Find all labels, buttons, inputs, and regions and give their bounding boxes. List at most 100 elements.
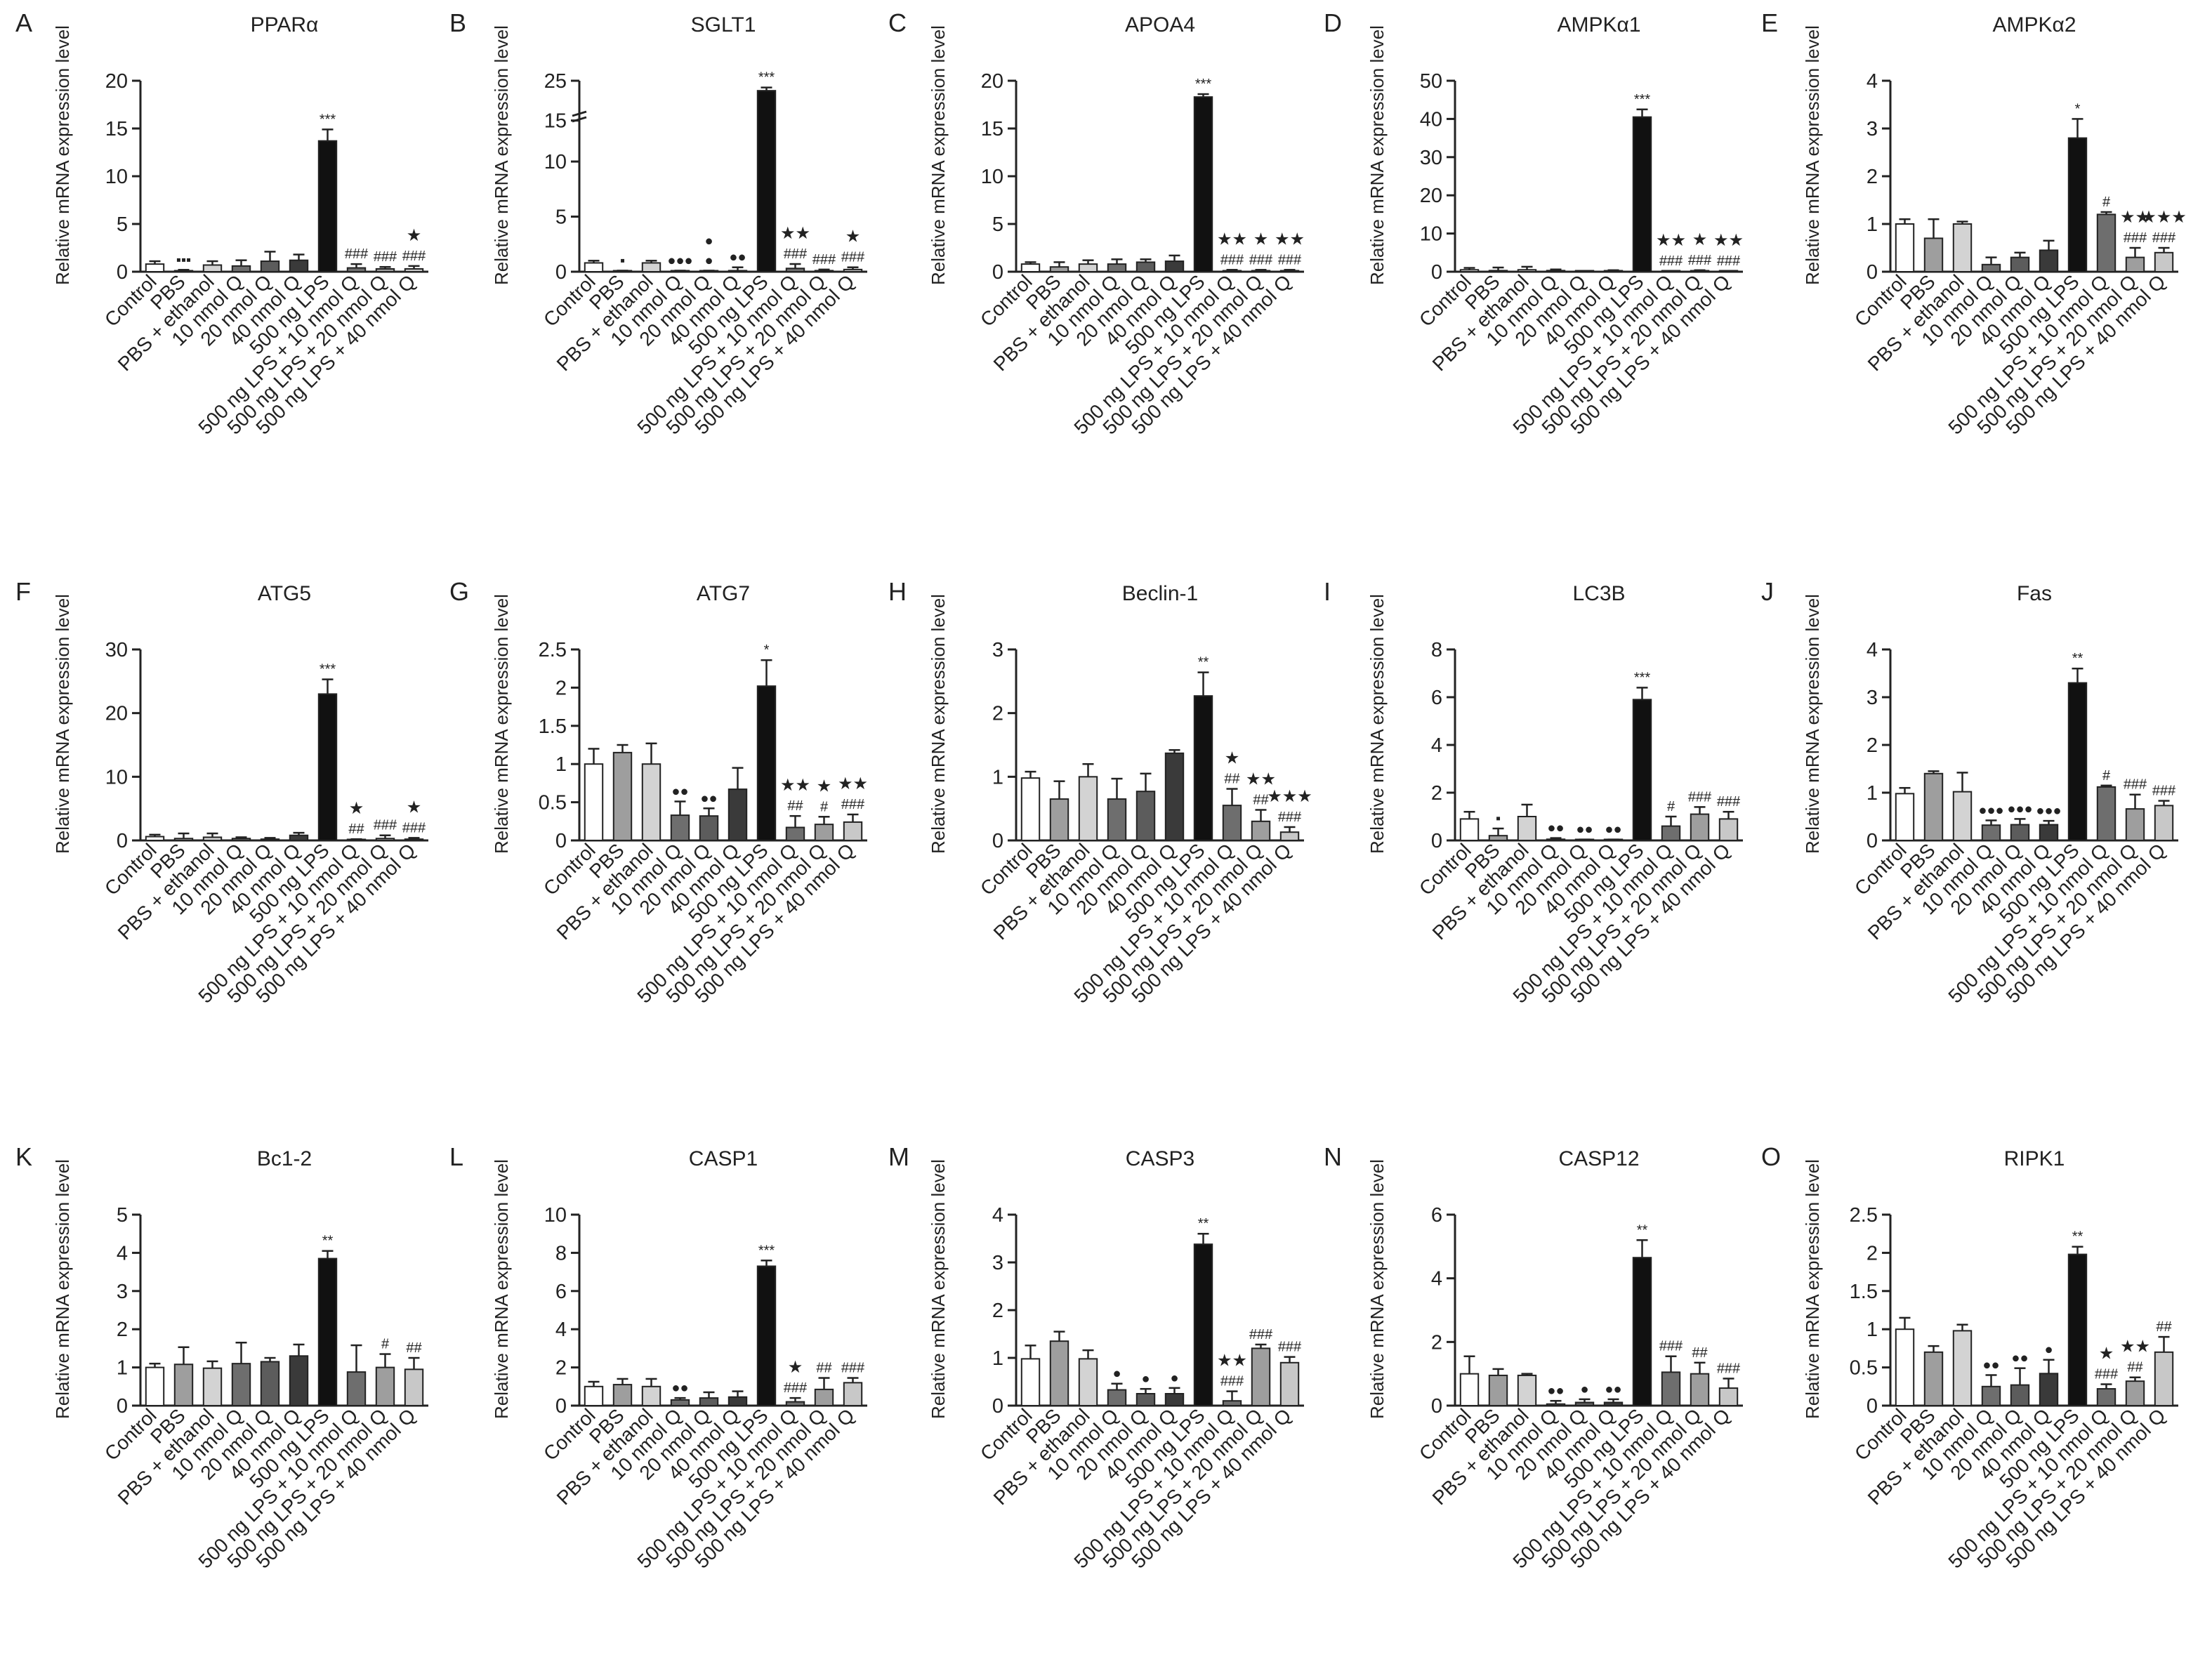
bar xyxy=(1517,816,1537,841)
bar xyxy=(1164,260,1185,273)
bar xyxy=(1488,1374,1508,1407)
bar xyxy=(756,685,777,841)
significance-label: ### xyxy=(1717,794,1741,810)
bar xyxy=(260,838,280,841)
bar xyxy=(1135,791,1156,841)
significance-label: ★ xyxy=(407,798,422,817)
significance-label: ## xyxy=(816,1361,832,1376)
significance-label: * xyxy=(764,642,770,658)
panel-letter: K xyxy=(15,1142,32,1171)
bar xyxy=(1164,1393,1185,1406)
bar xyxy=(289,834,309,842)
panel-d: D AMPKα1 Relative mRNA expression level 0 10… xyxy=(1324,8,1744,439)
significance-label: ### xyxy=(1659,253,1683,269)
bar xyxy=(1546,270,1566,273)
y-tick-label: 3 xyxy=(1867,687,1878,709)
panel-title: CASP1 xyxy=(689,1147,758,1170)
bar xyxy=(404,838,424,841)
panel-title: Bc1-2 xyxy=(257,1147,312,1170)
significance-label: ★★ xyxy=(1217,230,1247,249)
significance-label: ●● xyxy=(729,250,746,265)
bar xyxy=(317,693,338,842)
significance-label: ## xyxy=(2156,1319,2172,1335)
significance-label: ▪ xyxy=(1496,811,1501,826)
significance-label: ★★ xyxy=(1275,230,1305,249)
y-tick-label: 10 xyxy=(544,1204,567,1227)
significance-label: *** xyxy=(1634,92,1651,107)
y-tick-label: 0 xyxy=(1431,1395,1442,1418)
significance-label: ## xyxy=(348,821,364,837)
bar xyxy=(1488,835,1508,841)
bar xyxy=(641,763,661,841)
y-tick-label: 20 xyxy=(105,703,128,725)
bar xyxy=(843,1382,863,1406)
panel-letter: L xyxy=(449,1142,463,1171)
y-tick-label: 8 xyxy=(555,1242,567,1264)
significance-label: ### xyxy=(841,1361,865,1376)
y-tick-label: 1.5 xyxy=(539,715,567,738)
bar xyxy=(1632,116,1652,272)
bar xyxy=(2125,1380,2145,1406)
significance-label: ●● xyxy=(2011,1351,2028,1366)
bar xyxy=(2154,1351,2174,1406)
bar xyxy=(584,262,604,273)
y-tick-label: 1 xyxy=(117,1357,128,1380)
significance-label: ### xyxy=(374,249,397,265)
significance-label: ●●● xyxy=(1978,803,2003,818)
bar xyxy=(1459,818,1480,842)
panel-g: G ATG7 Relative mRNA expression level 0 0.5 1… xyxy=(449,577,868,1008)
y-tick-label: 40 xyxy=(1420,108,1442,131)
bar xyxy=(1517,269,1537,272)
bar xyxy=(375,268,395,273)
bar xyxy=(1517,1374,1537,1407)
bar xyxy=(145,836,165,842)
bar xyxy=(317,1257,338,1407)
significance-label: ### xyxy=(402,249,426,264)
significance-label: *** xyxy=(1634,670,1651,685)
y-axis-label: Relative mRNA expression level xyxy=(52,1159,73,1419)
significance-label: ▪ xyxy=(620,253,625,268)
axis-break-mark xyxy=(572,110,587,117)
panel-c: C APOA4 Relative mRNA expression level 0 5 10… xyxy=(888,8,1305,439)
y-tick-label: 6 xyxy=(1431,1204,1442,1227)
y-tick-label: 2 xyxy=(1431,782,1442,805)
bar xyxy=(1251,820,1271,842)
significance-label: ### xyxy=(1249,252,1273,268)
bar xyxy=(699,1397,719,1406)
y-tick-label: 2 xyxy=(992,1300,1003,1322)
bar xyxy=(202,836,223,842)
y-tick-label: 20 xyxy=(1420,185,1442,207)
bar xyxy=(2039,249,2059,272)
panel-e: E AMPKα2 Relative mRNA expression level 0 1 2… xyxy=(1761,8,2187,439)
significance-label: ●● xyxy=(1982,1357,1999,1373)
significance-label: ★ xyxy=(1692,230,1708,249)
significance-label: ### xyxy=(812,252,836,268)
y-tick-label: 0 xyxy=(992,261,1003,284)
panel-letter: H xyxy=(888,577,907,606)
significance-label: ** xyxy=(1637,1222,1648,1238)
bar xyxy=(2010,256,2030,273)
bar xyxy=(1279,270,1300,272)
significance-label: ●●● xyxy=(2036,803,2061,819)
significance-label: ### xyxy=(1659,1339,1683,1354)
significance-label: # xyxy=(381,1337,390,1352)
y-axis-label: Relative mRNA expression level xyxy=(491,1159,512,1419)
significance-label: ● xyxy=(1580,1382,1588,1397)
y-axis-label: Relative mRNA expression level xyxy=(1802,1159,1823,1419)
y-tick-label: 5 xyxy=(117,213,128,236)
y-tick-label: 0 xyxy=(1867,830,1878,852)
bar xyxy=(670,814,690,841)
bar xyxy=(1107,263,1127,272)
y-axis-label: Relative mRNA expression level xyxy=(1802,594,1823,854)
panel-o: O RIPK1 Relative mRNA expression level 0 0.5… xyxy=(1761,1142,2178,1573)
significance-label: ### xyxy=(784,1380,808,1396)
y-tick-label: 30 xyxy=(105,639,128,661)
panel-title: CASP12 xyxy=(1558,1147,1639,1170)
bar xyxy=(728,788,748,841)
significance-label: ●● xyxy=(671,784,688,800)
bar xyxy=(814,824,834,841)
bar xyxy=(1222,270,1242,272)
y-tick-label: 6 xyxy=(1431,687,1442,709)
bar xyxy=(641,262,661,273)
